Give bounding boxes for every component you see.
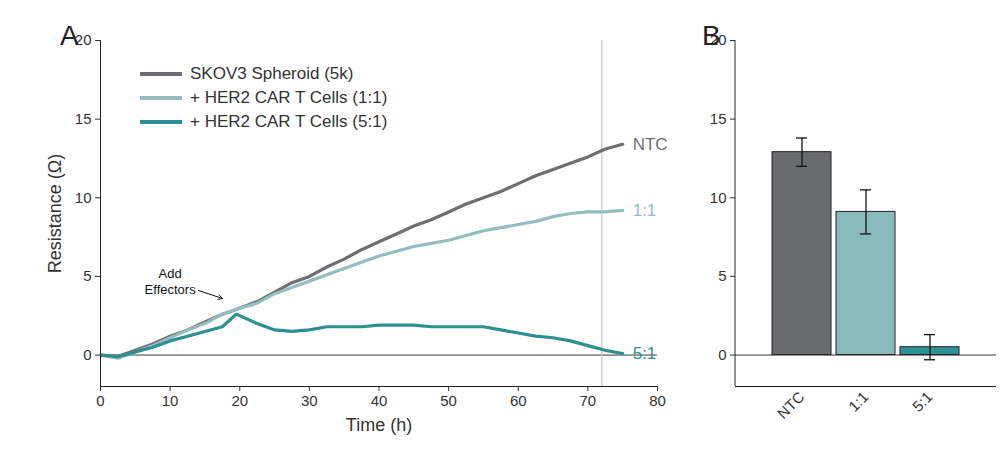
svg-text:0: 0 [83, 346, 91, 363]
svg-text:30: 30 [301, 392, 318, 409]
html-text:A: A [60, 20, 79, 51]
html-text:B: B [702, 20, 721, 51]
svg-text:20: 20 [231, 392, 248, 409]
svg-text:5:1: 5:1 [909, 388, 936, 415]
svg-text:5:1: 5:1 [633, 344, 657, 363]
svg-text:10: 10 [162, 392, 179, 409]
svg-text:60: 60 [510, 392, 527, 409]
svg-text:1:1: 1:1 [633, 201, 657, 220]
html-text:SKOV3 Spheroid (5k): SKOV3 Spheroid (5k) [190, 64, 354, 83]
svg-text:5: 5 [718, 267, 726, 284]
svg-text:1:1: 1:1 [845, 388, 872, 415]
svg-text:10: 10 [710, 189, 727, 206]
svg-text:AddEffectors: AddEffectors [145, 266, 197, 297]
svg-text:NTC: NTC [633, 135, 668, 154]
svg-text:70: 70 [580, 392, 597, 409]
svg-text:80: 80 [649, 392, 666, 409]
svg-text:40: 40 [371, 392, 388, 409]
svg-text:15: 15 [75, 110, 92, 127]
svg-text:0: 0 [718, 346, 726, 363]
html-text:+ HER2 CAR T Cells (5:1): + HER2 CAR T Cells (5:1) [190, 112, 388, 131]
svg-text:50: 50 [440, 392, 457, 409]
svg-text:0: 0 [96, 392, 104, 409]
html-text:+ HER2 CAR T Cells (1:1): + HER2 CAR T Cells (1:1) [190, 88, 388, 107]
svg-text:20: 20 [74, 31, 92, 49]
svg-text:5: 5 [83, 267, 91, 284]
svg-text:Resistance (Ω): Resistance (Ω) [45, 154, 65, 274]
svg-text:Time (h): Time (h) [346, 415, 412, 435]
svg-text:NTC: NTC [774, 388, 808, 422]
svg-text:10: 10 [75, 189, 92, 206]
svg-text:15: 15 [710, 110, 727, 127]
